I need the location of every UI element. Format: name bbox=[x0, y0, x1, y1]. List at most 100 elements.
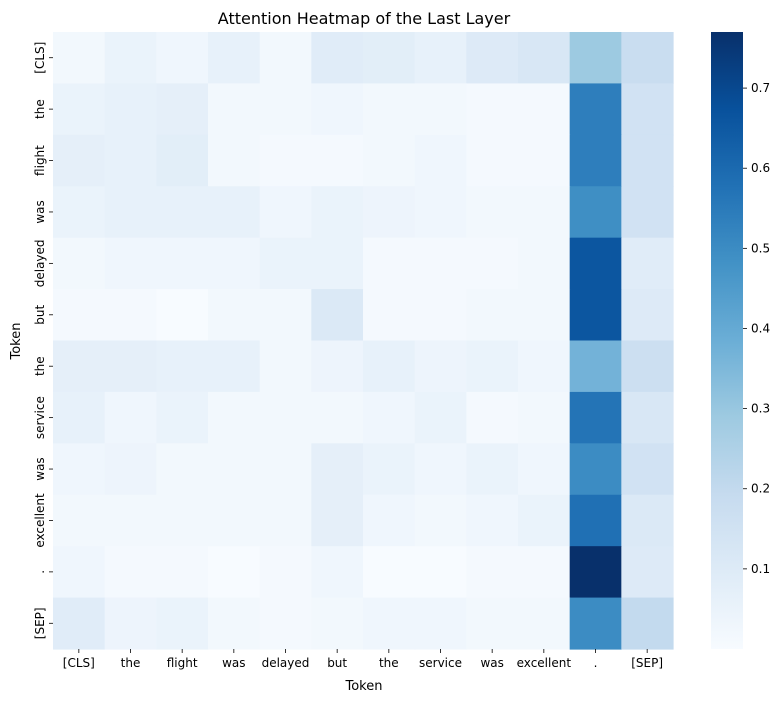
y-axis-ticks: [CLS] the flight was delayed but the service was… bbox=[33, 42, 53, 639]
heatmap-cell bbox=[414, 494, 467, 547]
heatmap-cell bbox=[414, 134, 467, 187]
x-axis-label: Token bbox=[345, 679, 383, 694]
heatmap-cell bbox=[53, 32, 106, 85]
heatmap-cell bbox=[259, 32, 312, 85]
heatmap-cell bbox=[259, 340, 312, 393]
heatmap-cell bbox=[104, 134, 157, 187]
heatmap-cell bbox=[518, 134, 571, 187]
heatmap-cell bbox=[569, 443, 622, 496]
colorbar-gradient bbox=[711, 32, 743, 649]
heatmap-cell bbox=[518, 391, 571, 444]
y-tick-label: but bbox=[33, 305, 47, 325]
heatmap-cell bbox=[208, 32, 261, 85]
heatmap-cell bbox=[569, 494, 622, 547]
heatmap-cell bbox=[621, 597, 674, 650]
heatmap-cell bbox=[363, 83, 416, 136]
x-tick-label: delayed bbox=[262, 656, 310, 670]
y-tick-label: was bbox=[33, 200, 47, 223]
heatmap-cell bbox=[156, 340, 209, 393]
heatmap-cell bbox=[208, 134, 261, 187]
heatmap-cell bbox=[466, 546, 519, 599]
heatmap-cell bbox=[569, 546, 622, 599]
x-tick-label: the bbox=[121, 656, 141, 670]
heatmap-cell bbox=[104, 289, 157, 342]
heatmap-cell bbox=[311, 546, 364, 599]
chart-title: Attention Heatmap of the Last Layer bbox=[218, 9, 511, 28]
heatmap-cell bbox=[311, 494, 364, 547]
heatmap-cell bbox=[311, 443, 364, 496]
y-tick-label: . bbox=[33, 570, 47, 574]
heatmap-cell bbox=[414, 546, 467, 599]
heatmap-cell bbox=[156, 32, 209, 85]
x-tick-label: the bbox=[379, 656, 399, 670]
heatmap-cell bbox=[104, 83, 157, 136]
heatmap-cell bbox=[363, 134, 416, 187]
heatmap-cell bbox=[363, 32, 416, 85]
heatmap-cell bbox=[156, 289, 209, 342]
y-tick-label: flight bbox=[33, 145, 47, 176]
heatmap-cell bbox=[621, 32, 674, 85]
heatmap-cell bbox=[156, 83, 209, 136]
heatmap-cell bbox=[621, 186, 674, 239]
y-tick-label: the bbox=[33, 356, 47, 376]
x-axis-ticks: [CLS] the flight was delayed but the service was… bbox=[63, 649, 663, 670]
heatmap-cell bbox=[466, 134, 519, 187]
heatmap-cell bbox=[259, 289, 312, 342]
heatmap-cell bbox=[311, 32, 364, 85]
heatmap-cell bbox=[53, 134, 106, 187]
heatmap-cell bbox=[621, 546, 674, 599]
heatmap-cell bbox=[363, 546, 416, 599]
heatmap-cell bbox=[259, 134, 312, 187]
heatmap-cell bbox=[53, 494, 106, 547]
heatmap-cell bbox=[569, 32, 622, 85]
heatmap-cell bbox=[569, 83, 622, 136]
heatmap-cell bbox=[156, 597, 209, 650]
heatmap-cell bbox=[518, 289, 571, 342]
heatmap-cell bbox=[311, 391, 364, 444]
heatmap-cell bbox=[363, 443, 416, 496]
heatmap-cell bbox=[259, 546, 312, 599]
heatmap-cell bbox=[621, 443, 674, 496]
heatmap-cell bbox=[621, 83, 674, 136]
heatmap-cell bbox=[104, 340, 157, 393]
heatmap-cell bbox=[518, 546, 571, 599]
heatmap-cell bbox=[208, 237, 261, 290]
heatmap-cell bbox=[156, 237, 209, 290]
heatmap-cell bbox=[621, 289, 674, 342]
heatmap-cell bbox=[414, 597, 467, 650]
y-tick-label: [SEP] bbox=[33, 607, 47, 639]
x-tick-label: flight bbox=[167, 656, 198, 670]
heatmap-cell bbox=[53, 546, 106, 599]
colorbar-tick-label: 0.7 bbox=[751, 81, 770, 95]
heatmap-cell bbox=[156, 494, 209, 547]
heatmap-cell bbox=[156, 134, 209, 187]
heatmap-cell bbox=[414, 83, 467, 136]
heatmap-cell bbox=[466, 340, 519, 393]
heatmap-cell bbox=[569, 340, 622, 393]
heatmap-cell bbox=[259, 494, 312, 547]
heatmap-cell bbox=[466, 494, 519, 547]
colorbar-tick-label: 0.3 bbox=[751, 402, 770, 416]
heatmap-cell bbox=[208, 443, 261, 496]
colorbar-tick-label: 0.4 bbox=[751, 321, 770, 335]
heatmap-cell bbox=[53, 83, 106, 136]
heatmap-cell bbox=[466, 186, 519, 239]
heatmap-cell bbox=[466, 289, 519, 342]
heatmap-cell bbox=[414, 443, 467, 496]
heatmap-cell bbox=[259, 597, 312, 650]
heatmap-cell bbox=[311, 289, 364, 342]
heatmap-cell bbox=[53, 340, 106, 393]
heatmap-cell bbox=[208, 494, 261, 547]
heatmap-cell bbox=[518, 186, 571, 239]
heatmap-cell bbox=[156, 391, 209, 444]
heatmap-cell bbox=[208, 391, 261, 444]
heatmap-cell bbox=[569, 237, 622, 290]
colorbar: 0.1 0.2 0.3 0.4 0.5 0.6 0.7 bbox=[711, 32, 770, 649]
heatmap-cell bbox=[104, 237, 157, 290]
colorbar-tick-label: 0.6 bbox=[751, 161, 770, 175]
heatmap-cell bbox=[414, 340, 467, 393]
heatmap-cell bbox=[208, 546, 261, 599]
heatmap-cell bbox=[466, 237, 519, 290]
heatmap-cell bbox=[311, 186, 364, 239]
heatmap-cell bbox=[53, 391, 106, 444]
